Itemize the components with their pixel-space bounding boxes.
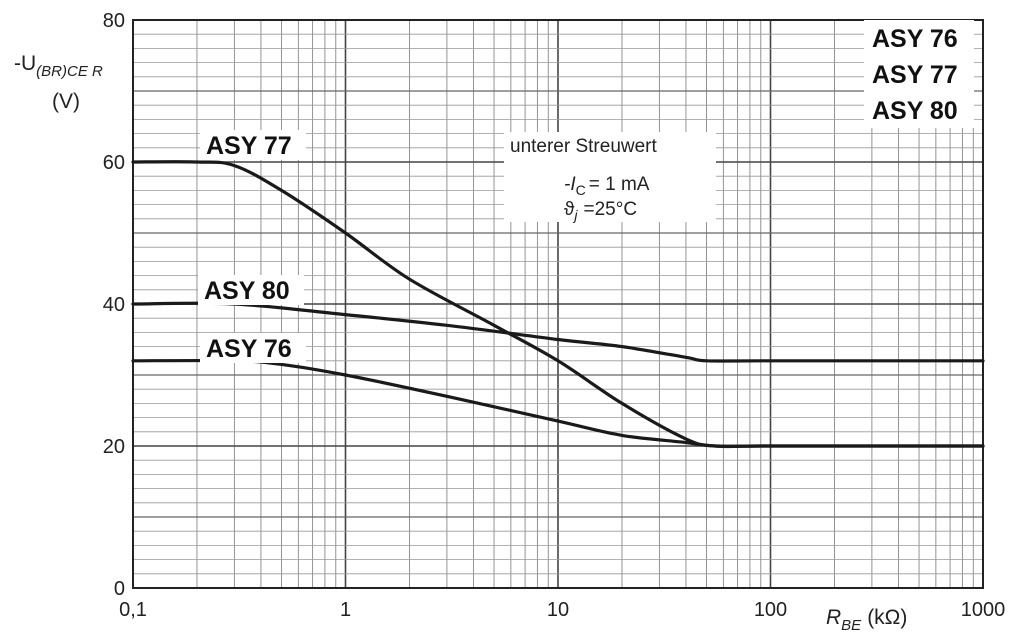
x-tick-label: 100	[754, 599, 787, 621]
curve-labels: ASY 77 ASY 80 ASY 76	[198, 130, 306, 363]
grid	[133, 20, 983, 588]
x-axis-label-sub: BE	[841, 617, 862, 634]
title-block: ASY 76 ASY 77 ASY 80	[864, 20, 974, 128]
y-axis-label-main: -U	[14, 52, 36, 75]
y-tick-label: 60	[103, 152, 125, 174]
y-tick-label: 40	[103, 294, 125, 316]
annotation-ic-value: = 1 mA	[589, 174, 650, 195]
x-tick-label: 10	[547, 599, 569, 621]
title-asy76: ASY 76	[872, 25, 958, 53]
annotation-tj: ϑj =25°C	[564, 199, 637, 223]
y-axis-label: -U(BR)CE R	[14, 52, 103, 80]
annotation-block: unterer Streuwert -IC = 1 mA ϑj =25°C	[504, 132, 716, 223]
y-tick-label: 0	[114, 578, 125, 600]
x-tick-label: 1	[340, 599, 351, 621]
annotation-background	[504, 132, 716, 222]
title-block-background	[864, 20, 974, 128]
label-asy77-background	[200, 130, 306, 160]
x-axis-label: RBE (kΩ)	[826, 606, 907, 634]
y-tick-label: 20	[103, 436, 125, 458]
y-axis-label-sub: (BR)CE R	[36, 63, 103, 80]
label-asy76-background	[200, 333, 306, 363]
annotation-tj-value: =25°C	[584, 199, 638, 220]
series-label-asy76: ASY 76	[206, 335, 292, 363]
annotation-ic-sub: C	[576, 182, 586, 198]
annotation-streuwert: unterer Streuwert	[510, 136, 658, 157]
series-asy80-line	[131, 301, 985, 363]
x-tick-label: 0,1	[119, 599, 147, 621]
annotation-tj-sub: j	[572, 207, 578, 223]
y-axis-unit: (V)	[52, 90, 80, 113]
tick-labels: 0,1 1 10 100 1000 0 20 40 60 80	[103, 10, 1006, 621]
annotation-ic: -IC = 1 mA	[564, 174, 650, 198]
annotation-ic-prefix: -I	[564, 174, 576, 195]
x-tick-label: 1000	[961, 599, 1006, 621]
label-asy80-background	[198, 275, 304, 305]
title-asy80: ASY 80	[872, 97, 958, 125]
annotation-tj-prefix: ϑ	[564, 199, 575, 220]
series-label-asy80: ASY 80	[204, 277, 290, 305]
x-axis-label-main: R	[826, 606, 841, 629]
series-label-asy77: ASY 77	[206, 132, 292, 160]
title-asy77: ASY 77	[872, 61, 958, 89]
x-axis-label-unit: (kΩ)	[867, 606, 907, 629]
y-tick-label: 80	[103, 10, 125, 32]
